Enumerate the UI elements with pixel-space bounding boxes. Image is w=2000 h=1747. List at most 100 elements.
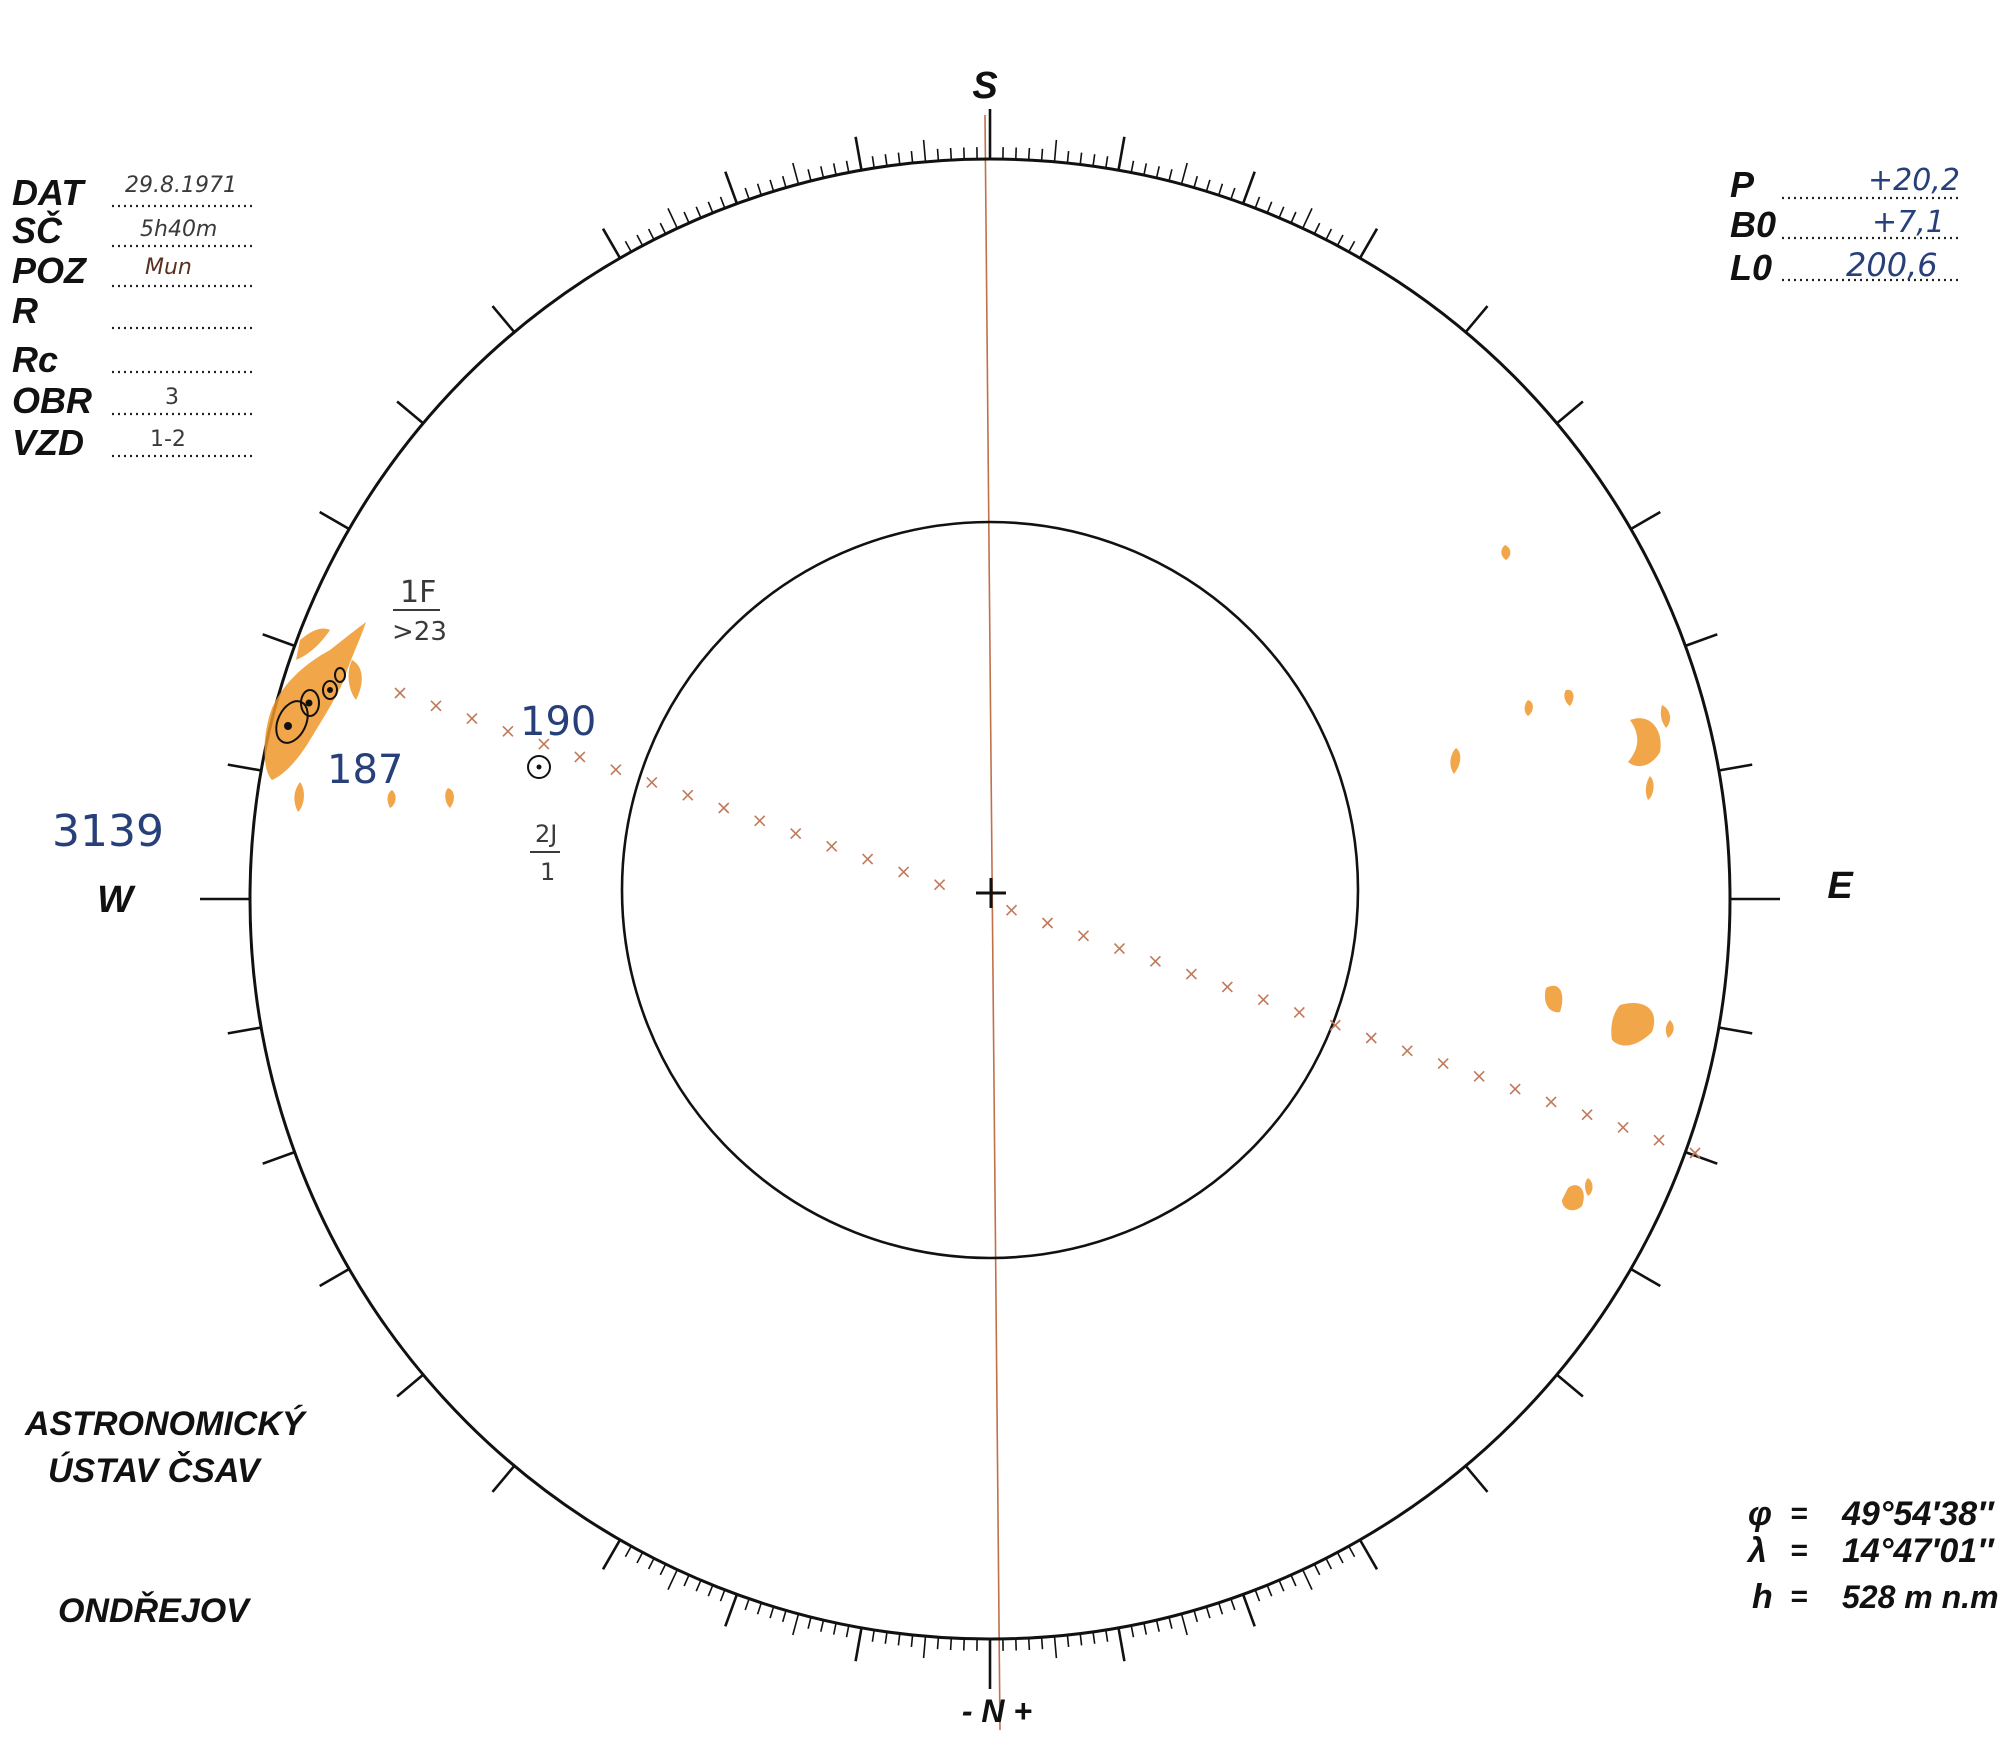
degree-tick <box>695 1579 702 1592</box>
degree-tick <box>1718 763 1753 772</box>
degree-tick <box>1325 228 1333 241</box>
degree-tick <box>820 1619 825 1632</box>
degree-tick <box>227 1026 262 1035</box>
degree-tick <box>884 1631 888 1644</box>
degree-tick <box>647 1557 655 1570</box>
degree-tick <box>769 179 775 192</box>
field-value-sc: 5h40m <box>140 217 217 242</box>
degree-tick <box>1464 305 1489 333</box>
central-meridian <box>984 114 1001 1731</box>
sheet-number: 3139 <box>52 806 164 857</box>
degree-tick <box>1556 1373 1584 1398</box>
field-value-p: +20,2 <box>1868 163 1960 198</box>
degree-tick <box>227 763 262 772</box>
degree-tick <box>910 1634 914 1647</box>
degree-tick <box>922 1636 927 1659</box>
degree-tick <box>667 1569 679 1590</box>
degree-tick <box>667 208 679 229</box>
institution-place: ONDŘEJOV <box>58 1592 252 1630</box>
degree-tick <box>871 1629 875 1642</box>
track-cross <box>1653 1134 1665 1146</box>
track-cross <box>1041 917 1054 929</box>
degree-tick <box>262 633 296 648</box>
degree-tick <box>769 1606 775 1619</box>
degree-tick <box>1217 1602 1224 1615</box>
degree-tick <box>491 1465 516 1493</box>
degree-tick <box>319 1267 350 1288</box>
degree-tick <box>744 187 750 200</box>
degree-tick <box>1155 166 1160 179</box>
degree-tick <box>1348 240 1356 253</box>
region-number-187: 187 <box>327 747 403 793</box>
degree-tick <box>1630 510 1661 531</box>
degree-tick <box>781 175 787 188</box>
track-cross <box>1005 904 1018 916</box>
degree-tick <box>724 171 739 205</box>
track-cross <box>646 776 658 789</box>
degree-tick <box>1180 162 1188 185</box>
degree-tick <box>1092 154 1096 167</box>
track-cross <box>1149 955 1161 967</box>
degree-tick <box>1230 187 1236 200</box>
degree-tick <box>1217 183 1224 196</box>
degree-tick <box>1301 1569 1313 1590</box>
degree-tick <box>781 1610 787 1623</box>
degree-tick <box>1336 234 1344 246</box>
degree-tick <box>792 1613 800 1636</box>
degree-tick <box>1290 1574 1297 1587</box>
track-cross <box>1113 942 1126 955</box>
degree-tick <box>262 1150 296 1165</box>
degree-tick <box>1130 160 1135 173</box>
degree-tick <box>1556 400 1584 425</box>
degree-tick <box>1358 1539 1379 1570</box>
degree-tick <box>1630 1267 1661 1288</box>
degree-tick <box>1241 1593 1256 1627</box>
degree-tick <box>854 136 863 171</box>
coord-lambda-symbol: λ <box>1746 1532 1767 1570</box>
degree-tick <box>1168 1616 1173 1629</box>
degree-tick <box>744 1598 750 1611</box>
degree-tick <box>1155 1619 1160 1632</box>
degree-tick <box>695 206 702 219</box>
track-cross <box>1257 994 1269 1006</box>
track-cross <box>1473 1070 1485 1082</box>
degree-ticks <box>200 109 1780 1689</box>
degree-tick <box>1092 1631 1096 1644</box>
track-cross <box>1689 1147 1701 1159</box>
degree-tick <box>1053 1636 1058 1659</box>
degree-tick <box>832 163 837 176</box>
degree-tick <box>1027 1637 1031 1651</box>
track-cross <box>502 725 514 737</box>
degree-tick <box>1336 1552 1344 1564</box>
field-value-l0: 200,6 <box>1846 246 1938 284</box>
degree-tick <box>832 1622 837 1635</box>
degree-tick <box>884 154 888 167</box>
track-cross <box>574 751 586 763</box>
degree-tick <box>647 228 655 241</box>
field-label-poz: POZ <box>12 250 88 291</box>
track-cross <box>1293 1006 1305 1019</box>
degree-tick <box>1066 1634 1070 1647</box>
degree-tick <box>601 1539 622 1570</box>
degree-tick <box>601 228 622 259</box>
degree-tick <box>910 151 914 164</box>
degree-tick <box>1117 136 1126 171</box>
svg-text:=: = <box>1790 1580 1808 1613</box>
degree-tick <box>636 1552 644 1564</box>
degree-tick <box>1230 1598 1236 1611</box>
degree-tick <box>491 305 516 333</box>
fraction-denominator: 1 <box>540 858 555 886</box>
field-label-l0: L0 <box>1730 247 1772 288</box>
degree-tick <box>1040 1637 1044 1650</box>
degree-tick <box>1313 222 1321 235</box>
degree-tick <box>820 166 825 179</box>
degree-tick <box>1278 1579 1285 1592</box>
track-cross <box>430 700 442 712</box>
degree-tick <box>1266 201 1273 214</box>
degree-tick <box>1079 152 1083 165</box>
degree-tick <box>683 1574 690 1587</box>
degree-tick <box>1117 1627 1126 1662</box>
degree-tick <box>936 148 940 161</box>
degree-tick <box>1718 1026 1753 1035</box>
track-cross <box>1077 930 1090 942</box>
